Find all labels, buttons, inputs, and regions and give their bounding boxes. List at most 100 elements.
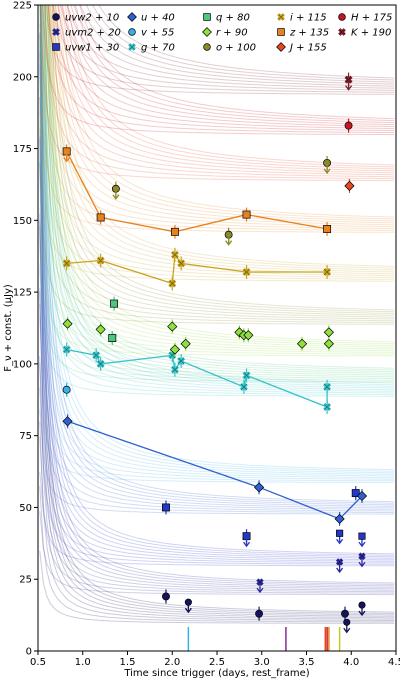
model-curve [40,5,395,322]
data-point [323,327,334,338]
model-curve [55,5,395,267]
model-curve [39,303,395,564]
model-curve [48,5,395,345]
model-curve [60,5,395,218]
model-curve [46,5,395,346]
model-curve [49,5,395,226]
model-curve [39,121,395,381]
legend-label: u + 40 [141,13,175,24]
model-curve [39,244,395,383]
legend-label: K + 190 [351,28,391,39]
legend-marker [52,13,60,21]
data-point [167,321,178,332]
model-curve [85,5,395,83]
series [108,296,119,346]
legend-label: g + 70 [141,43,175,54]
model-curve [39,135,395,561]
series [62,316,334,357]
data-point [162,592,170,601]
upper-limit [184,598,192,614]
model-curve [39,5,395,585]
x-tick-label: 2.0 [164,657,180,668]
model-curve [64,5,395,168]
model-curve [39,34,395,509]
model-curve [39,32,395,613]
series [62,382,71,397]
model-curve [40,5,395,378]
legend: uvw2 + 10 uvm2 + 20 uvw1 + 30 u + 40 v + 55 g… [52,12,392,54]
series [62,247,332,291]
data-point [96,359,105,368]
model-curve [51,5,395,271]
legend-marker [338,13,346,21]
data-point [255,609,264,618]
data-point [168,279,177,288]
legend-entry: uvw2 + 10 [52,13,119,24]
model-curve [39,221,395,512]
data-point [239,382,248,391]
upper-limit [63,151,71,163]
data-point [177,259,186,268]
y-tick-label: 100 [13,359,32,370]
model-curve [46,5,395,316]
model-curve [57,5,395,130]
y-tick-label: 200 [13,72,32,83]
model-curve [39,219,395,562]
model-curve [51,5,395,176]
legend-label: r + 90 [216,28,248,39]
series [62,414,368,526]
model-curve [39,387,395,565]
data-point [323,382,332,391]
y-axis-label: F_ν + const. (μJy) [3,284,14,372]
model-curve [40,5,395,280]
model-curve [39,23,395,323]
model-curve [44,5,395,387]
legend-marker [203,43,211,51]
data-point [242,371,251,380]
data-point [170,250,179,259]
model-curve [39,161,395,616]
model-curve [70,5,395,124]
upper-limit [243,536,251,548]
legend-label: uvm2 + 20 [65,28,121,39]
model-curve [39,436,395,594]
model-curve [40,5,395,506]
model-curve [39,64,395,587]
model-curve [39,128,395,510]
model-curve [47,5,395,369]
data-point [110,299,119,308]
model-curve [39,356,395,620]
model-curve [41,5,395,503]
data-point [92,351,101,360]
legend-marker [128,28,136,36]
model-curve [39,511,395,596]
model-curve [60,5,395,91]
model-curve [39,5,395,182]
model-fan [45,5,395,95]
legend-label: v + 55 [141,28,174,39]
model-curve [46,5,395,384]
data-series [62,72,368,634]
model-curve [39,485,395,623]
model-curve [44,5,395,318]
data-point [162,503,170,512]
model-curve [66,5,395,89]
model-curve [47,5,395,275]
x-tick-label: 0.5 [30,657,46,668]
x-tick-label: 4.0 [343,657,359,668]
data-point [296,338,308,349]
upper-limit [256,578,264,594]
data-point [170,227,179,236]
model-curve [39,291,395,619]
y-axis: 0 25 50 75 100 125 150 175 200 225 [13,1,38,658]
legend-entry: v + 55 [128,28,174,39]
series [162,486,366,548]
upper-limit [112,188,120,200]
data-point [62,385,71,394]
model-curve [48,5,395,273]
model-fan [39,5,395,596]
model-curve [44,5,395,277]
legend-label: o + 100 [216,43,256,54]
series [162,589,366,634]
